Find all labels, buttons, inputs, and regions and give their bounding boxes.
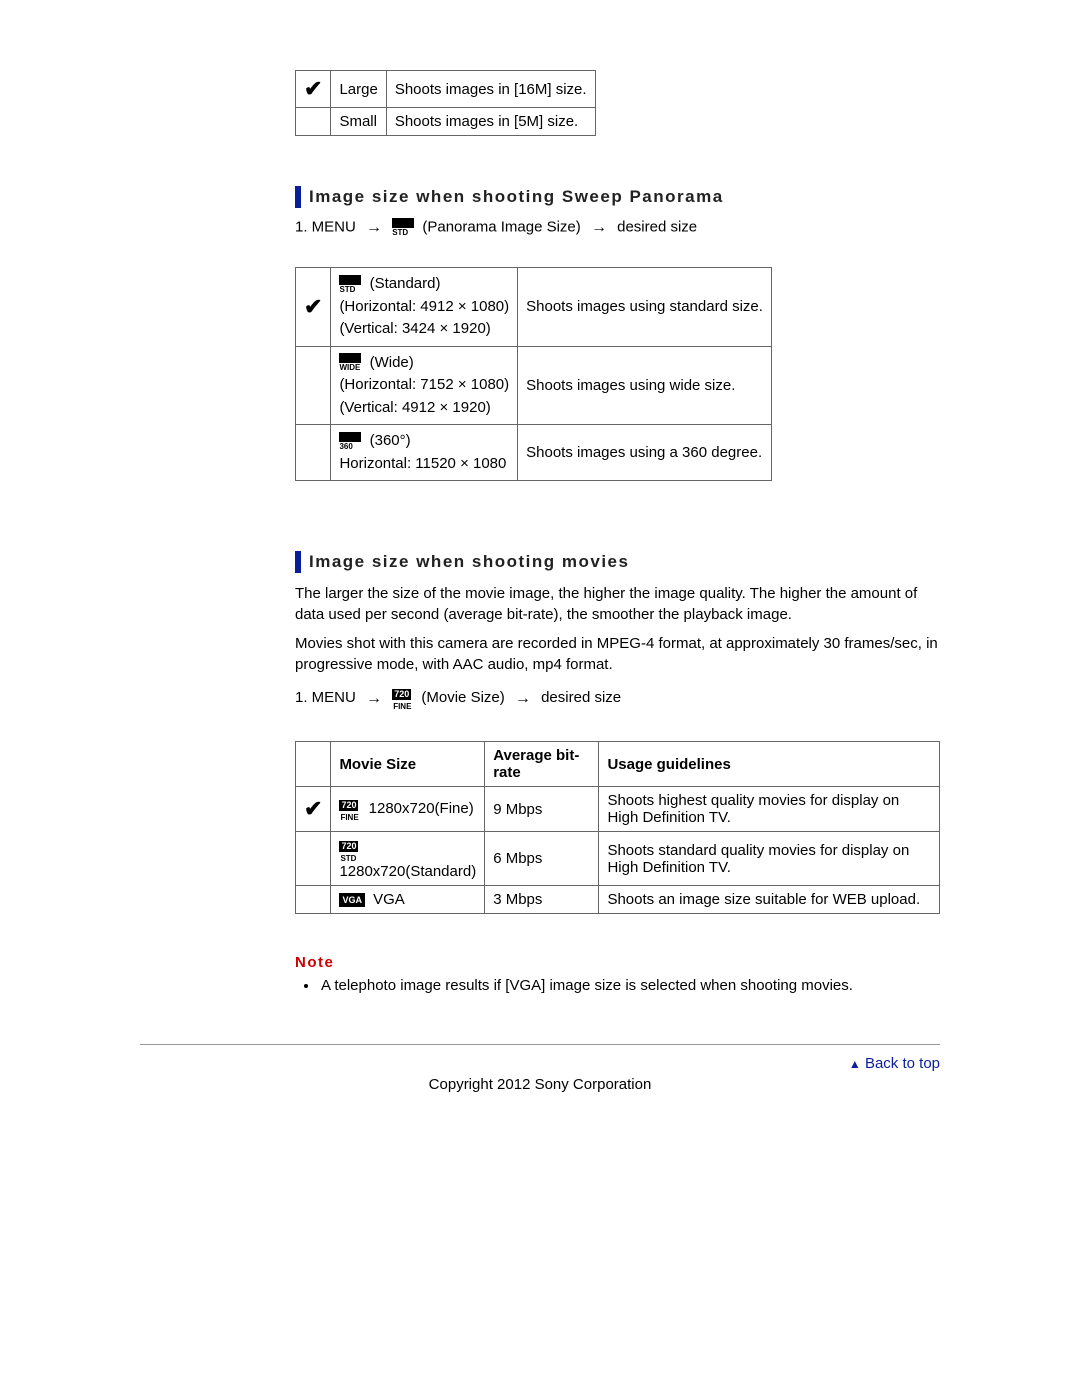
guidelines-cell: Shoots an image size suitable for WEB up… <box>599 886 940 914</box>
movie-720fine-icon: 720 FINE <box>392 685 413 711</box>
menu-suffix: desired size <box>541 689 621 706</box>
bitrate-cell: 3 Mbps <box>485 886 599 914</box>
checkmark-icon: ✔ <box>304 76 322 101</box>
guidelines-cell: Shoots highest quality movies for displa… <box>599 787 940 832</box>
option-desc: Shoots images using a 360 degree. <box>518 425 772 481</box>
table-row: 720 STD 1280x720(Standard) 6 Mbps Shoots… <box>296 832 940 886</box>
option-desc: Shoots images using standard size. <box>518 268 772 347</box>
menu-suffix: desired size <box>617 218 697 235</box>
heading-bar <box>295 186 301 208</box>
movies-para1: The larger the size of the movie image, … <box>295 583 940 625</box>
movies-para2: Movies shot with this camera are recorde… <box>295 633 940 675</box>
check-cell <box>296 425 331 481</box>
col-movie-size: Movie Size <box>331 742 485 787</box>
table-row: ✔ 720 FINE 1280x720(Fine) 9 Mbps Shoots … <box>296 787 940 832</box>
panorama-360-icon: 360 <box>339 432 361 451</box>
movie-size-cell: 720 FINE 1280x720(Fine) <box>331 787 485 832</box>
movie-720std-icon: 720 STD <box>339 837 360 863</box>
page-root: ✔ Large Shoots images in [16M] size. Sma… <box>0 0 1080 1173</box>
arrow-icon: → <box>515 690 531 708</box>
check-cell <box>296 108 331 136</box>
back-to-top-label: Back to top <box>865 1055 940 1072</box>
size-label: Large <box>331 71 386 108</box>
table-header-row: Movie Size Average bit-rate Usage guidel… <box>296 742 940 787</box>
back-to-top-link[interactable]: ▲ Back to top <box>140 1049 940 1072</box>
col-bitrate: Average bit-rate <box>485 742 599 787</box>
size-label: Small <box>331 108 386 136</box>
panorama-table: ✔ STD (Standard) (Horizontal: 4912 × 108… <box>295 267 772 481</box>
movie-size-label: VGA <box>373 891 405 908</box>
menu-prefix: 1. MENU <box>295 689 356 706</box>
note-item: A telephoto image results if [VGA] image… <box>319 977 940 994</box>
movie-size-cell: 720 STD 1280x720(Standard) <box>331 832 485 886</box>
image-size-table: ✔ Large Shoots images in [16M] size. Sma… <box>295 70 596 136</box>
option-name: (Wide) <box>370 354 414 371</box>
check-cell: ✔ <box>296 787 331 832</box>
copyright-text: Copyright 2012 Sony Corporation <box>140 1076 940 1093</box>
check-cell <box>296 832 331 886</box>
panorama-option: STD (Standard) (Horizontal: 4912 × 1080)… <box>331 268 518 347</box>
check-cell <box>296 886 331 914</box>
movie-720fine-icon: 720 FINE <box>339 796 360 822</box>
check-cell <box>296 346 331 425</box>
col-guidelines: Usage guidelines <box>599 742 940 787</box>
option-line2: (Horizontal: 4912 × 1080) <box>339 298 509 315</box>
note-heading: Note <box>295 954 940 971</box>
option-name: (360°) <box>370 432 411 449</box>
option-name: (Standard) <box>370 275 441 292</box>
size-desc: Shoots images in [16M] size. <box>386 71 595 108</box>
table-row: WIDE (Wide) (Horizontal: 7152 × 1080) (V… <box>296 346 772 425</box>
section-heading-panorama: Image size when shooting Sweep Panorama <box>295 186 940 208</box>
note-list: A telephoto image results if [VGA] image… <box>295 977 940 994</box>
arrow-icon: → <box>366 219 382 237</box>
table-row: Small Shoots images in [5M] size. <box>296 108 596 136</box>
option-line3: (Vertical: 4912 × 1920) <box>339 399 490 416</box>
movie-vga-icon: VGA <box>339 893 365 907</box>
heading-text: Image size when shooting Sweep Panorama <box>309 187 724 207</box>
table-row: VGA VGA 3 Mbps Shoots an image size suit… <box>296 886 940 914</box>
option-line3: (Vertical: 3424 × 1920) <box>339 320 490 337</box>
section-heading-movies: Image size when shooting movies <box>295 551 940 573</box>
bitrate-cell: 6 Mbps <box>485 832 599 886</box>
arrow-icon: → <box>366 690 382 708</box>
panorama-wide-icon: WIDE <box>339 353 361 372</box>
bitrate-cell: 9 Mbps <box>485 787 599 832</box>
table-row: ✔ STD (Standard) (Horizontal: 4912 × 108… <box>296 268 772 347</box>
menu-path-movies: 1. MENU → 720 FINE (Movie Size) → desire… <box>295 685 940 711</box>
col-check <box>296 742 331 787</box>
panorama-std-icon: STD <box>392 218 414 237</box>
content-main: ✔ Large Shoots images in [16M] size. Sma… <box>140 70 940 994</box>
movie-size-label: 1280x720(Standard) <box>339 863 476 880</box>
check-cell: ✔ <box>296 71 331 108</box>
checkmark-icon: ✔ <box>304 796 322 821</box>
movie-size-label: 1280x720(Fine) <box>369 800 474 817</box>
table-row: 360 (360°) Horizontal: 11520 × 1080 Shoo… <box>296 425 772 481</box>
menu-path-panorama: 1. MENU → STD (Panorama Image Size) → de… <box>295 218 940 237</box>
option-line2: Horizontal: 11520 × 1080 <box>339 455 506 472</box>
check-cell: ✔ <box>296 268 331 347</box>
panorama-std-icon: STD <box>339 275 361 294</box>
menu-mid: (Movie Size) <box>421 689 504 706</box>
arrow-icon: → <box>591 219 607 237</box>
option-line2: (Horizontal: 7152 × 1080) <box>339 376 509 393</box>
size-desc: Shoots images in [5M] size. <box>386 108 595 136</box>
table-row: ✔ Large Shoots images in [16M] size. <box>296 71 596 108</box>
option-desc: Shoots images using wide size. <box>518 346 772 425</box>
heading-text: Image size when shooting movies <box>309 552 629 572</box>
triangle-up-icon: ▲ <box>849 1057 861 1071</box>
guidelines-cell: Shoots standard quality movies for displ… <box>599 832 940 886</box>
movie-size-table: Movie Size Average bit-rate Usage guidel… <box>295 741 940 914</box>
panorama-option: 360 (360°) Horizontal: 11520 × 1080 <box>331 425 518 481</box>
movie-size-cell: VGA VGA <box>331 886 485 914</box>
heading-bar <box>295 551 301 573</box>
menu-mid: (Panorama Image Size) <box>422 218 580 235</box>
menu-prefix: 1. MENU <box>295 218 356 235</box>
footer-rule <box>140 1044 940 1045</box>
panorama-option: WIDE (Wide) (Horizontal: 7152 × 1080) (V… <box>331 346 518 425</box>
checkmark-icon: ✔ <box>304 294 322 319</box>
